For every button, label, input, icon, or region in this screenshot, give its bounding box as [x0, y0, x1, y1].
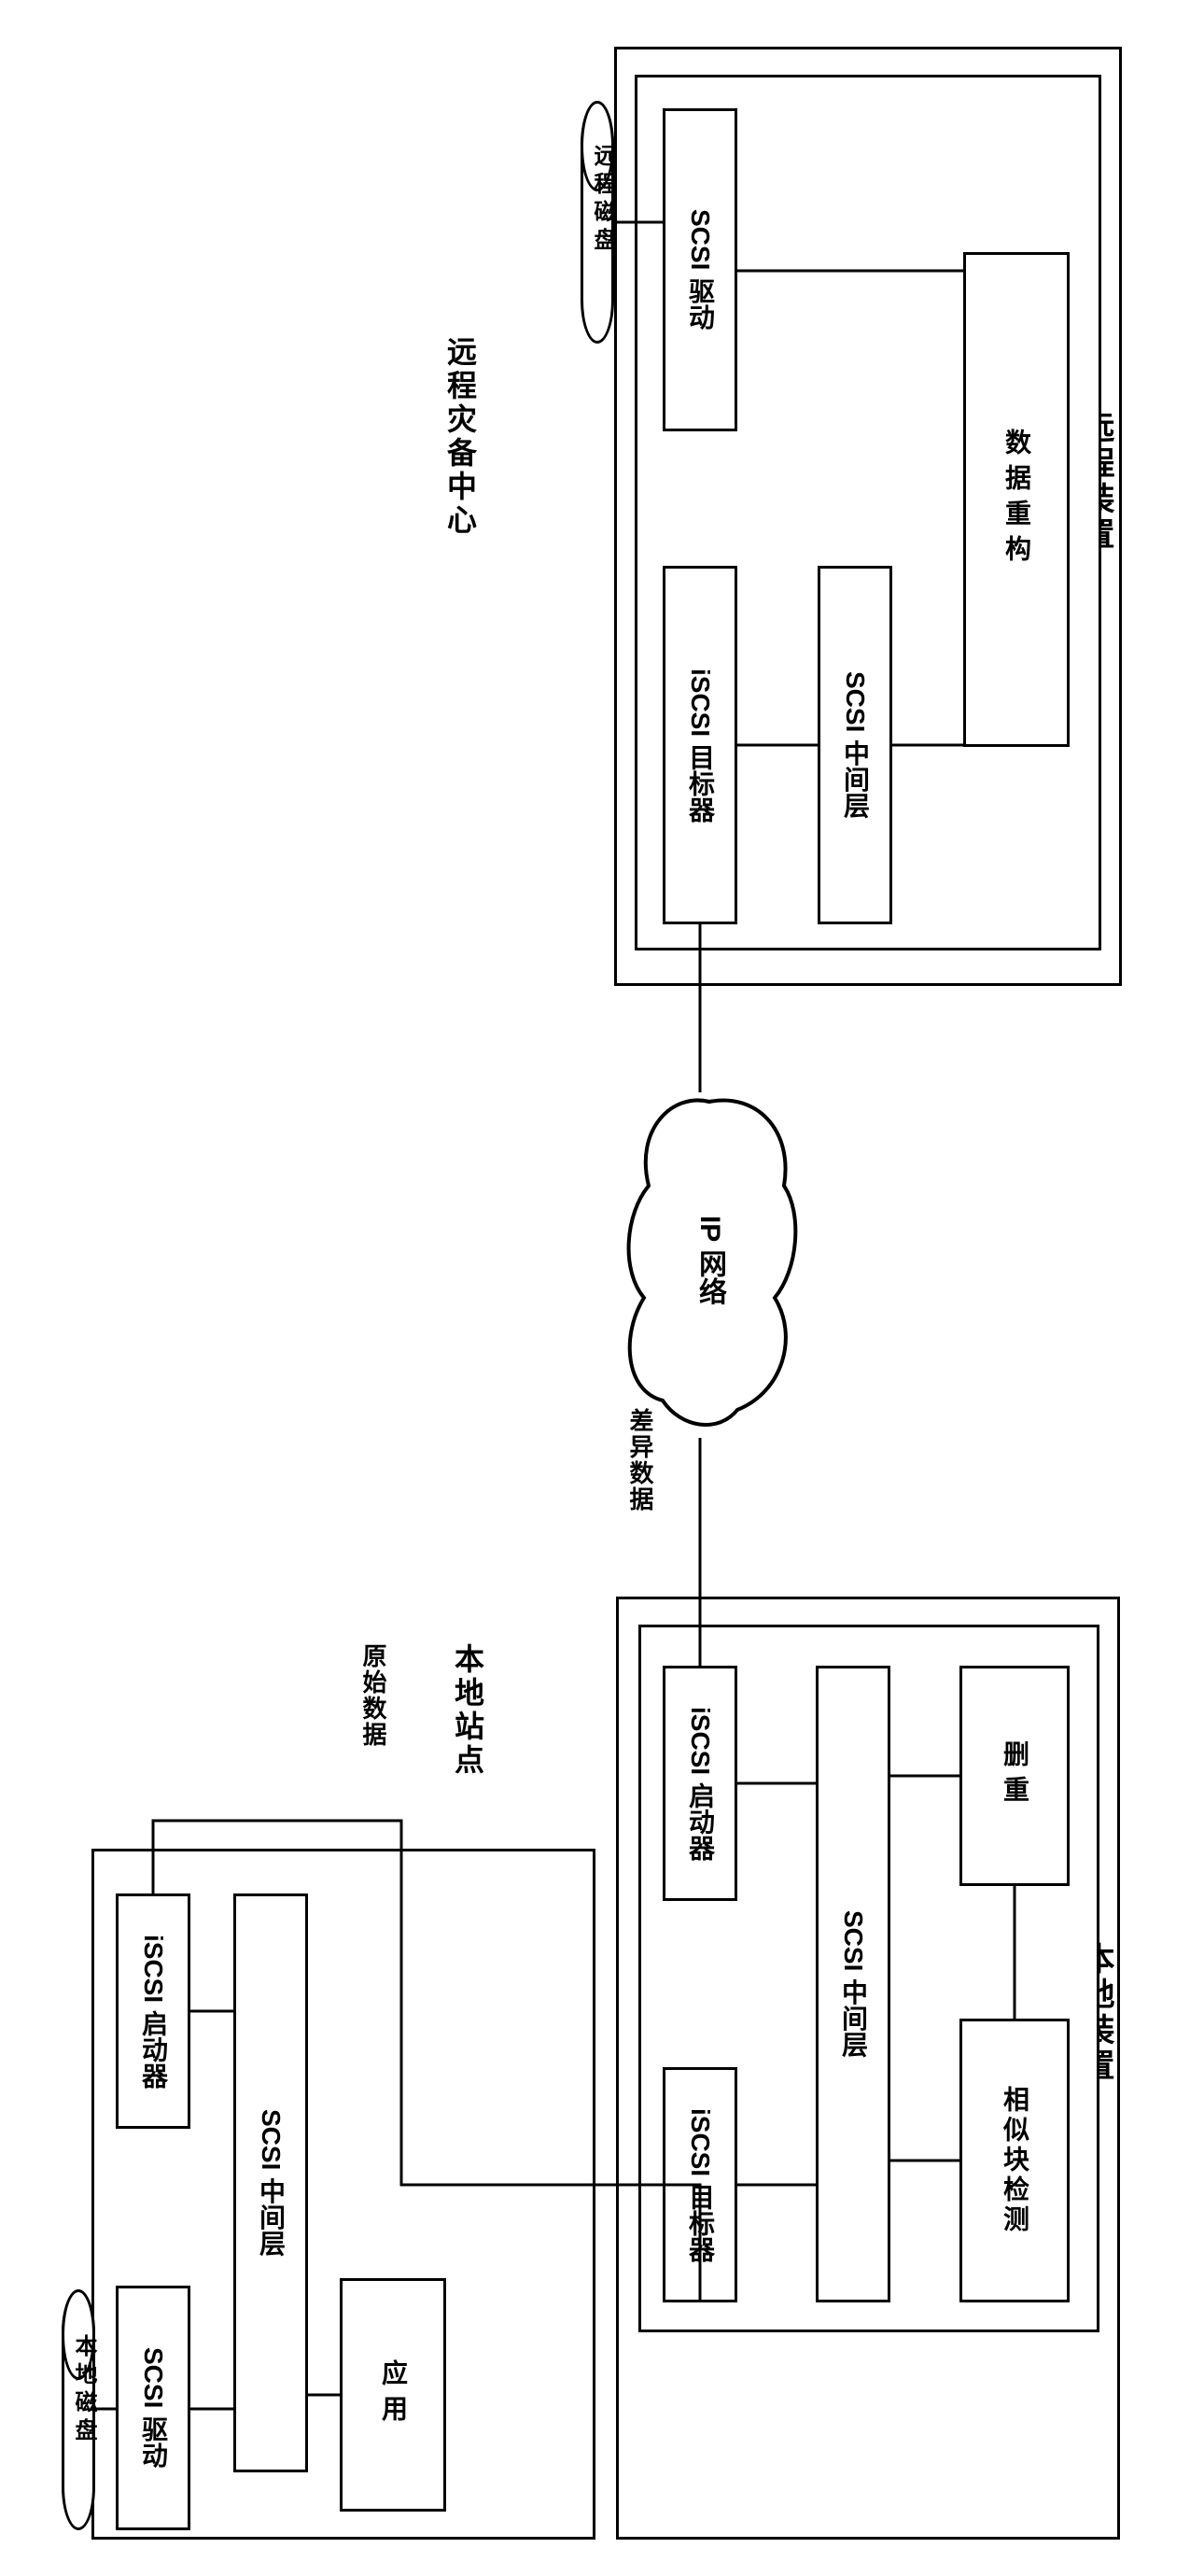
rd-datarecon-box: 数据重构 — [963, 252, 1070, 747]
ld-iscsi-target-box: iSCSI 目标器 — [663, 2067, 737, 2302]
fe-scsi-mid-label: SCSI 中间层 — [236, 1896, 305, 2470]
fe-iscsi-init-label: iSCSI 启动器 — [119, 1896, 188, 2126]
ld-dedup-label: 删重 — [962, 1668, 1067, 1883]
fe-scsi-driver-label: SCSI 驱动 — [119, 2288, 188, 2527]
remote-site-title: 远程灾备中心 — [439, 336, 482, 538]
app-box: 应用 — [340, 2278, 446, 2512]
ld-iscsi-target-label: iSCSI 目标器 — [665, 2070, 735, 2300]
rd-iscsi-target-label: iSCSI 目标器 — [665, 569, 735, 922]
ld-iscsi-init-box: iSCSI 启动器 — [663, 1666, 737, 1901]
fe-scsi-driver-box: SCSI 驱动 — [116, 2286, 190, 2530]
rd-scsi-mid-label: SCSI 中间层 — [820, 569, 889, 922]
rd-datarecon-label: 数据重构 — [966, 255, 1067, 744]
raw-data-label: 原始数据 — [357, 1643, 391, 1748]
ld-iscsi-init-label: iSCSI 启动器 — [665, 1668, 735, 1898]
local-disk-label: 本地磁盘 — [67, 2334, 100, 2446]
ip-cloud: IP 网络 — [616, 1083, 803, 1438]
ld-similar-box: 相似块检测 — [959, 2019, 1070, 2302]
fe-iscsi-init-box: iSCSI 启动器 — [116, 1893, 190, 2129]
rd-scsi-driver-label: SCSI 驱动 — [665, 111, 735, 429]
ld-scsi-mid-box: SCSI 中间层 — [816, 1666, 890, 2302]
architecture-diagram: 前端 应用 SCSI 中间层 SCSI 驱动 iSCSI 启动器 本地磁盘 本地… — [19, 19, 1190, 2557]
ld-scsi-mid-label: SCSI 中间层 — [819, 1668, 888, 2300]
remote-disk-label: 远程磁盘 — [586, 144, 619, 256]
ld-dedup-box: 删重 — [959, 1666, 1070, 1886]
ip-cloud-label: IP 网络 — [689, 1216, 730, 1305]
fe-scsi-mid-box: SCSI 中间层 — [233, 1893, 308, 2472]
rd-scsi-driver-box: SCSI 驱动 — [663, 108, 737, 431]
rd-iscsi-target-box: iSCSI 目标器 — [663, 566, 737, 924]
app-label: 应用 — [343, 2281, 443, 2509]
local-site-title: 本地站点 — [446, 1643, 489, 1778]
ld-similar-label: 相似块检测 — [962, 2021, 1067, 2300]
rd-scsi-mid-box: SCSI 中间层 — [818, 566, 892, 924]
